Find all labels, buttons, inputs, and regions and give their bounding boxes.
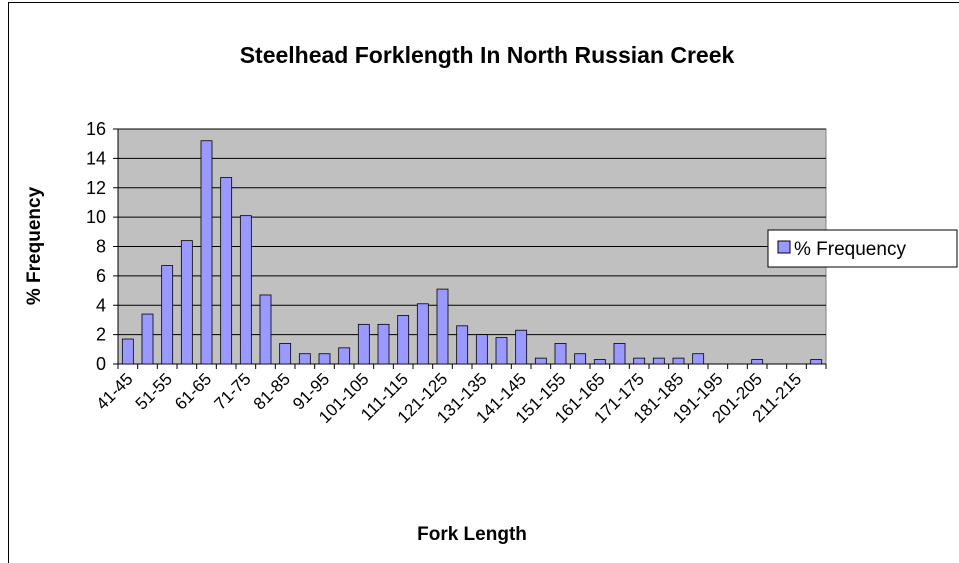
bar: [357, 323, 370, 365]
bar: [751, 359, 764, 365]
bar: [239, 215, 252, 365]
y-tick-label: 14: [86, 148, 106, 168]
bar: [200, 140, 213, 365]
legend-swatch: [777, 240, 791, 254]
y-tick-label: 10: [86, 207, 106, 227]
bar: [515, 329, 528, 365]
legend-label: % Frequency: [794, 239, 906, 260]
bar: [495, 337, 508, 365]
bar: [121, 338, 134, 365]
bar: [652, 357, 665, 365]
bar: [141, 313, 154, 365]
x-axis-label: Fork Length: [417, 524, 527, 545]
bar: [259, 294, 272, 365]
bar: [436, 288, 449, 365]
y-tick-label: 6: [96, 266, 106, 286]
bar: [633, 357, 646, 365]
bar: [338, 347, 351, 365]
bar: [692, 353, 705, 365]
y-tick-label: 8: [96, 237, 106, 257]
bar: [554, 343, 567, 365]
bar: [279, 343, 292, 365]
bar: [377, 323, 390, 365]
bar: [613, 343, 626, 365]
bar: [574, 353, 587, 365]
y-tick-label: 0: [96, 354, 106, 374]
legend-box: [767, 229, 958, 268]
bar: [810, 359, 823, 365]
bar: [672, 357, 685, 365]
bar: [456, 325, 469, 365]
bar: [180, 240, 193, 365]
bar: [318, 353, 331, 365]
bar: [593, 359, 606, 365]
y-tick-label: 12: [86, 178, 106, 198]
bar: [475, 334, 488, 365]
bar: [298, 353, 311, 365]
bar: [534, 357, 547, 365]
y-tick-label: 16: [86, 119, 106, 139]
y-axis-label: % Frequency: [24, 186, 45, 305]
bar: [416, 303, 429, 365]
chart-title: Steelhead Forklength In North Russian Cr…: [240, 42, 735, 68]
y-tick-label: 2: [96, 325, 106, 345]
bar: [397, 315, 410, 365]
bar: [161, 265, 174, 365]
y-tick-label: 4: [96, 295, 106, 315]
bar: [220, 177, 233, 365]
